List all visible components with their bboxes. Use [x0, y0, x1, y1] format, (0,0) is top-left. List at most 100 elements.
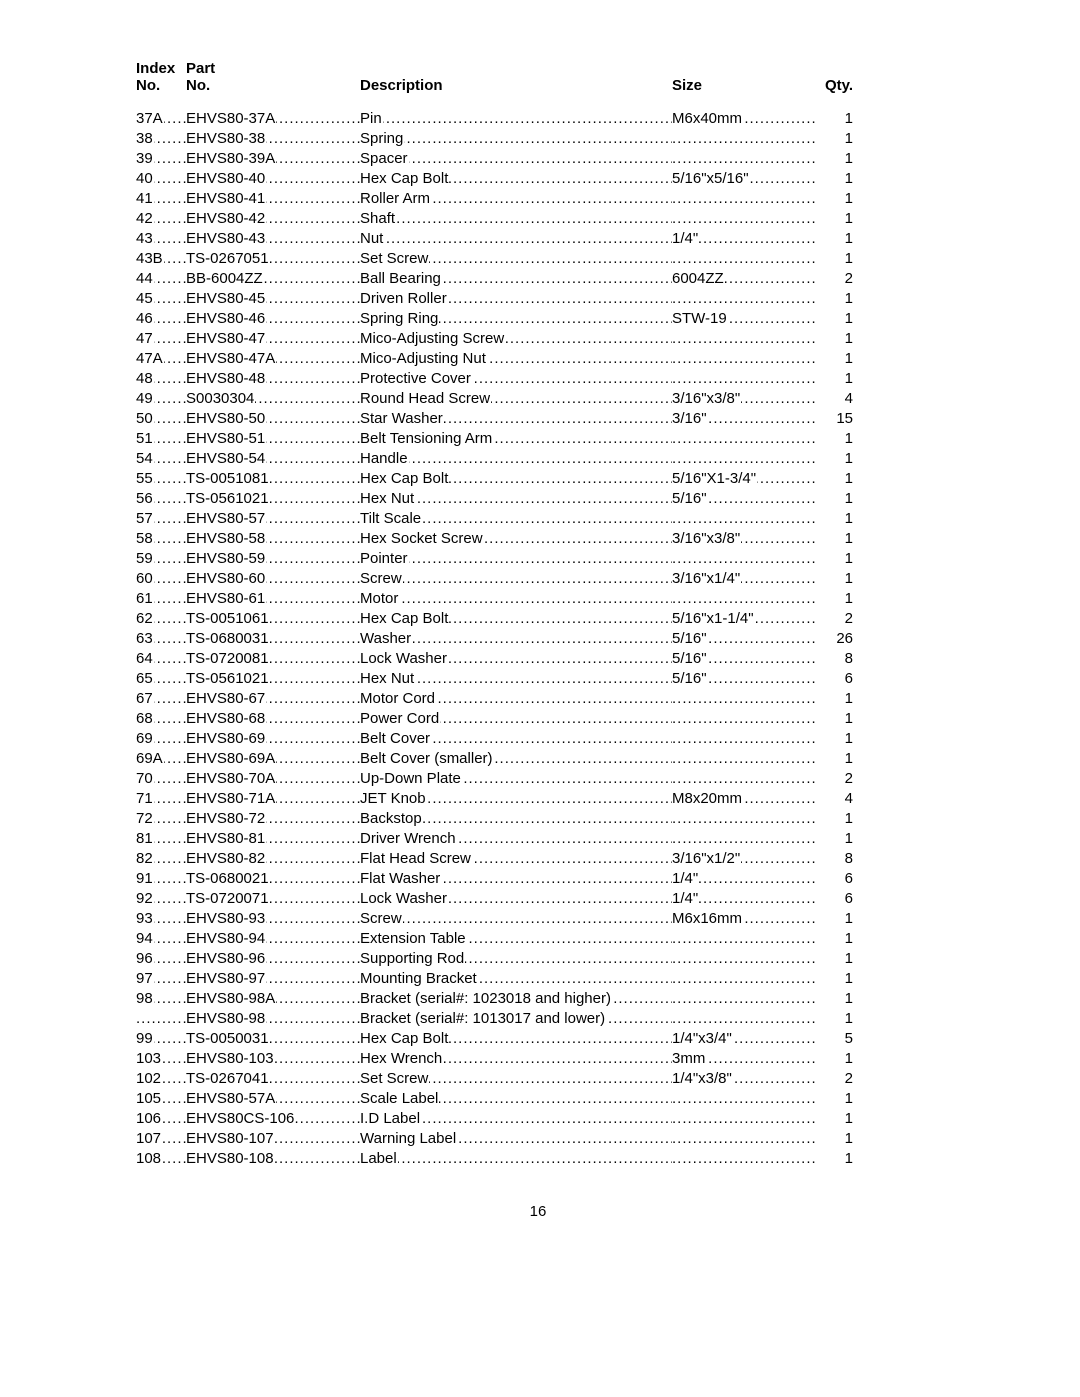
cell-description: Round Head Screw — [360, 389, 672, 409]
cell-part: TS-0561021 — [186, 489, 360, 509]
cell-part: EHVS80-43 — [186, 229, 360, 249]
cell-index: 49 — [136, 389, 186, 409]
cell-index: 82 — [136, 849, 186, 869]
table-row: 72EHVS80-72Backstop 1 — [136, 809, 940, 829]
cell-size — [672, 149, 817, 169]
cell-size — [672, 949, 817, 969]
cell-part: TS-0680031 — [186, 629, 360, 649]
table-row: 39EHVS80-39ASpacer 1 — [136, 149, 940, 169]
cell-part: EHVS80-70A — [186, 769, 360, 789]
cell-index: 58 — [136, 529, 186, 549]
cell-part: EHVS80-60 — [186, 569, 360, 589]
cell-qty: 1 — [817, 809, 853, 829]
cell-part: EHVS80-50 — [186, 409, 360, 429]
cell-size — [672, 689, 817, 709]
table-row: 68EHVS80-68Power Cord 1 — [136, 709, 940, 729]
table-row: 45EHVS80-45Driven Roller 1 — [136, 289, 940, 309]
cell-description: Warning Label — [360, 1129, 672, 1149]
table-row: 42EHVS80-42Shaft 1 — [136, 209, 940, 229]
table-row: 59EHVS80-59Pointer 1 — [136, 549, 940, 569]
cell-size — [672, 1149, 817, 1169]
cell-description: Roller Arm — [360, 189, 672, 209]
cell-qty: 1 — [817, 949, 853, 969]
cell-description: Hex Nut — [360, 489, 672, 509]
cell-qty: 1 — [817, 109, 853, 129]
cell-qty: 15 — [817, 409, 853, 429]
header-row-1: Index Part — [136, 60, 940, 77]
cell-index: 59 — [136, 549, 186, 569]
cell-description: Spring — [360, 129, 672, 149]
cell-qty: 1 — [817, 169, 853, 189]
table-row: 82EHVS80-82Flat Head Screw3/16"x1/2" 8 — [136, 849, 940, 869]
cell-index: 51 — [136, 429, 186, 449]
cell-size: 5/16"x1-1/4" — [672, 609, 817, 629]
cell-qty: 2 — [817, 769, 853, 789]
cell-index: 94 — [136, 929, 186, 949]
cell-part: EHVS80-57 — [186, 509, 360, 529]
table-row: 65TS-0561021 Hex Nut5/16"6 — [136, 669, 940, 689]
cell-index: 97 — [136, 969, 186, 989]
cell-qty: 1 — [817, 309, 853, 329]
cell-part: EHVS80-40 — [186, 169, 360, 189]
cell-qty: 1 — [817, 369, 853, 389]
table-row: 105EHVS80-57AScale Label 1 — [136, 1089, 940, 1109]
cell-size — [672, 129, 817, 149]
cell-part: EHVS80-39A — [186, 149, 360, 169]
cell-part: EHVS80-51 — [186, 429, 360, 449]
cell-part: EHVS80-41 — [186, 189, 360, 209]
cell-size — [672, 289, 817, 309]
cell-index: 47A — [136, 349, 186, 369]
table-row: 37AEHVS80-37APinM6x40mm 1 — [136, 109, 940, 129]
cell-part: EHVS80CS-106 — [186, 1109, 360, 1129]
cell-description: Pointer — [360, 549, 672, 569]
cell-size — [672, 209, 817, 229]
table-row: 106EHVS80CS-106 I.D Label 1 — [136, 1109, 940, 1129]
cell-size — [672, 769, 817, 789]
cell-index: 106 — [136, 1109, 186, 1129]
cell-part: EHVS80-98 — [186, 1009, 360, 1029]
cell-part: EHVS80-93 — [186, 909, 360, 929]
cell-description: Protective Cover — [360, 369, 672, 389]
cell-description: Mico-Adjusting Screw — [360, 329, 672, 349]
cell-part: TS-0051061 — [186, 609, 360, 629]
cell-description: Hex Nut — [360, 669, 672, 689]
cell-description: Belt Cover (smaller) — [360, 749, 672, 769]
table-row: 64TS-0720081 Lock Washer 5/16"8 — [136, 649, 940, 669]
cell-qty: 1 — [817, 209, 853, 229]
cell-part: EHVS80-47A — [186, 349, 360, 369]
cell-part: EHVS80-48 — [186, 369, 360, 389]
cell-description: JET Knob — [360, 789, 672, 809]
cell-size: 5/16" — [672, 489, 817, 509]
cell-index: 62 — [136, 609, 186, 629]
cell-index: 55 — [136, 469, 186, 489]
cell-index: 56 — [136, 489, 186, 509]
cell-qty: 1 — [817, 569, 853, 589]
cell-index: 54 — [136, 449, 186, 469]
cell-qty: 1 — [817, 729, 853, 749]
cell-qty: 4 — [817, 389, 853, 409]
cell-qty: 1 — [817, 529, 853, 549]
cell-size — [672, 369, 817, 389]
cell-description: Extension Table — [360, 929, 672, 949]
cell-qty: 1 — [817, 229, 853, 249]
cell-size — [672, 509, 817, 529]
table-row: 99TS-0050031 Hex Cap Bolt1/4"x3/4"5 — [136, 1029, 940, 1049]
cell-index: 43 — [136, 229, 186, 249]
table-row: 49S0030304Round Head Screw3/16"x3/8" 4 — [136, 389, 940, 409]
cell-index: 64 — [136, 649, 186, 669]
cell-index: 102 — [136, 1069, 186, 1089]
cell-part: EHVS80-81 — [186, 829, 360, 849]
cell-index — [136, 1009, 186, 1029]
table-row: 102TS-0267041 Set Screw1/4"x3/8"2 — [136, 1069, 940, 1089]
header-index-2: No. — [136, 77, 186, 94]
header-index-1: Index — [136, 60, 186, 77]
cell-size: 3/16"x1/2" — [672, 849, 817, 869]
cell-description: Belt Cover — [360, 729, 672, 749]
cell-qty: 1 — [817, 469, 853, 489]
cell-description: Belt Tensioning Arm — [360, 429, 672, 449]
cell-qty: 1 — [817, 909, 853, 929]
cell-description: Spring Ring — [360, 309, 672, 329]
cell-description: Screw — [360, 909, 672, 929]
cell-index: 69A — [136, 749, 186, 769]
table-row: 91 TS-0680021 Flat Washer1/4"6 — [136, 869, 940, 889]
